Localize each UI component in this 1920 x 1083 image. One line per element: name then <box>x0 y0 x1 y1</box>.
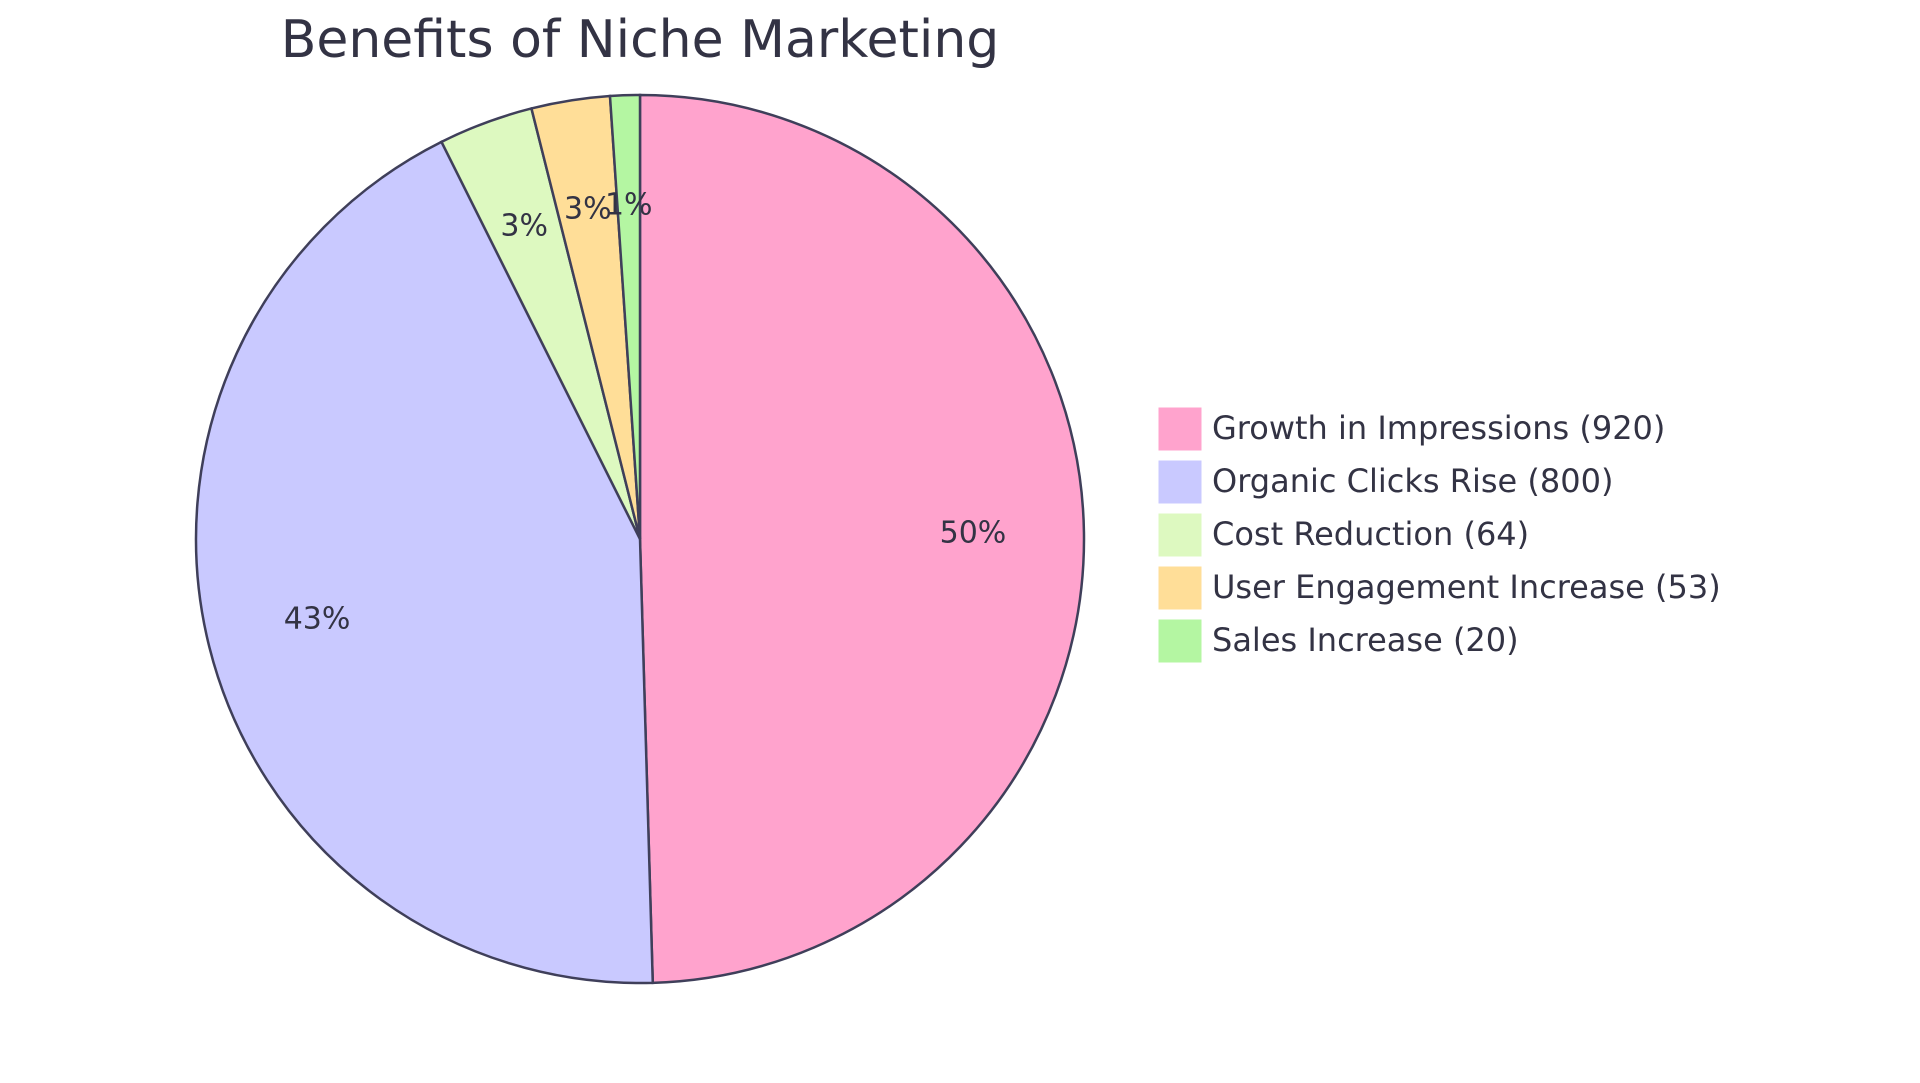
legend-swatch <box>1157 406 1203 452</box>
legend-label: Organic Clicks Rise (800) <box>1212 462 1613 500</box>
legend-swatch <box>1157 459 1203 505</box>
chart-title: Benefits of Niche Marketing <box>281 10 1000 70</box>
slice-label: 50% <box>940 516 1007 551</box>
legend-swatch <box>1157 565 1203 611</box>
slice-label: 3% <box>500 208 548 243</box>
slice-label: 3% <box>564 192 612 227</box>
legend-label: Growth in Impressions (920) <box>1212 409 1665 447</box>
pie-slice <box>608 93 642 540</box>
legend-swatch <box>1157 512 1203 558</box>
slice-label: 43% <box>284 602 351 637</box>
slice-label: 1% <box>605 188 653 223</box>
pie-slice <box>638 93 1086 985</box>
pie-slice <box>194 140 655 985</box>
legend-swatch <box>1157 618 1203 664</box>
legend-label: User Engagement Increase (53) <box>1212 568 1721 606</box>
legend-label: Cost Reduction (64) <box>1212 515 1529 553</box>
legend-label: Sales Increase (20) <box>1212 621 1519 659</box>
